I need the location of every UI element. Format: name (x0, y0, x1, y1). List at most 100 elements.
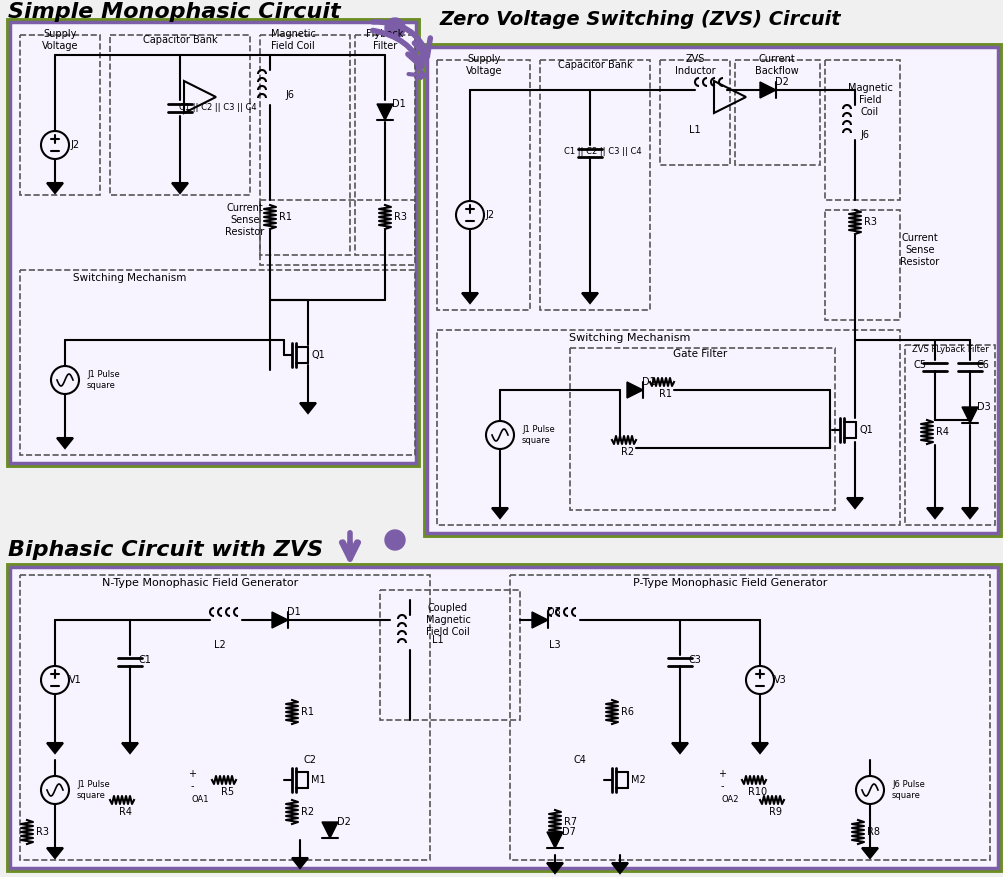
Text: +: + (188, 769, 196, 779)
Text: J1 Pulse
square: J1 Pulse square (87, 370, 119, 389)
Polygon shape (47, 743, 63, 753)
Text: R4: R4 (936, 427, 949, 437)
Polygon shape (862, 848, 878, 858)
Text: Q1: Q1 (311, 350, 325, 360)
Circle shape (384, 18, 404, 38)
Text: R1: R1 (301, 707, 314, 717)
Text: R3: R3 (394, 212, 407, 222)
Text: D7: D7 (562, 827, 576, 837)
Polygon shape (751, 743, 767, 753)
Text: R1: R1 (659, 389, 672, 399)
Text: C3: C3 (688, 655, 701, 665)
Text: Gate Filter: Gate Filter (672, 349, 726, 359)
Polygon shape (612, 863, 627, 873)
Polygon shape (10, 22, 415, 463)
Text: C1 || C2 || C3 || C4: C1 || C2 || C3 || C4 (179, 103, 257, 112)
Text: -: - (190, 781, 194, 791)
Text: N-Type Monophasic Field Generator: N-Type Monophasic Field Generator (101, 578, 298, 588)
Polygon shape (759, 82, 775, 98)
Text: Simple Monophasic Circuit: Simple Monophasic Circuit (8, 2, 340, 22)
Text: D2: D2 (337, 817, 351, 827)
Text: L2: L2 (214, 640, 226, 650)
Text: Magnetic
Field Coil: Magnetic Field Coil (270, 29, 315, 51)
Text: D2: D2 (774, 77, 788, 87)
Text: Current
Sense
Resistor: Current Sense Resistor (225, 203, 265, 237)
Text: R8: R8 (867, 827, 880, 837)
Polygon shape (582, 293, 598, 303)
Text: V3: V3 (773, 675, 785, 685)
Text: -: - (719, 781, 723, 791)
Text: C1 || C2 || C3 || C4: C1 || C2 || C3 || C4 (564, 147, 641, 156)
Polygon shape (847, 498, 863, 508)
Text: Current
Backflow: Current Backflow (754, 54, 798, 75)
Text: R2: R2 (621, 447, 634, 457)
Polygon shape (57, 438, 73, 448)
Text: J1 Pulse
square: J1 Pulse square (522, 425, 555, 445)
Polygon shape (376, 104, 392, 120)
Polygon shape (461, 293, 477, 303)
Text: C4: C4 (573, 755, 586, 765)
Text: OA1: OA1 (191, 795, 209, 804)
Text: Switching Mechanism: Switching Mechanism (569, 333, 690, 343)
Text: J6: J6 (285, 90, 294, 100)
Text: L1: L1 (688, 125, 700, 135)
Text: +: + (717, 769, 725, 779)
Text: R5: R5 (222, 787, 235, 797)
Polygon shape (532, 612, 548, 628)
Text: D1: D1 (642, 377, 655, 387)
Polygon shape (926, 508, 942, 518)
Polygon shape (547, 863, 563, 873)
Text: Capacitor Bank: Capacitor Bank (557, 60, 632, 70)
Polygon shape (671, 743, 687, 753)
Text: R3: R3 (36, 827, 49, 837)
Text: C5: C5 (913, 360, 926, 370)
Polygon shape (292, 858, 308, 868)
Polygon shape (47, 848, 63, 858)
Text: P-Type Monophasic Field Generator: P-Type Monophasic Field Generator (632, 578, 826, 588)
Polygon shape (300, 403, 316, 413)
Text: M1: M1 (310, 775, 325, 785)
Text: R10: R10 (747, 787, 767, 797)
Text: OA2: OA2 (720, 795, 738, 804)
Polygon shape (627, 382, 642, 398)
Text: D3: D3 (976, 402, 990, 412)
Polygon shape (10, 567, 997, 868)
Text: R6: R6 (621, 707, 634, 717)
Text: R2: R2 (301, 807, 314, 817)
Text: M2: M2 (630, 775, 645, 785)
Text: C6: C6 (976, 360, 988, 370)
Text: L3: L3 (549, 640, 561, 650)
Text: J1 Pulse
square: J1 Pulse square (77, 781, 109, 800)
Text: J6: J6 (860, 130, 869, 140)
Text: C2: C2 (303, 755, 316, 765)
Text: J2: J2 (70, 140, 79, 150)
Text: Q1: Q1 (859, 425, 872, 435)
Polygon shape (547, 832, 563, 848)
Text: C1: C1 (138, 655, 151, 665)
Text: Switching Mechanism: Switching Mechanism (73, 273, 187, 283)
Circle shape (384, 530, 404, 550)
Text: Biphasic Circuit with ZVS: Biphasic Circuit with ZVS (8, 540, 323, 560)
Text: ZVS FLyback Filter: ZVS FLyback Filter (911, 346, 987, 354)
Text: L1: L1 (431, 635, 443, 645)
Text: Capacitor Bank: Capacitor Bank (142, 35, 217, 45)
Text: J2: J2 (485, 210, 494, 220)
Text: R9: R9 (768, 807, 781, 817)
Text: V1: V1 (68, 675, 81, 685)
Text: J6 Pulse
square: J6 Pulse square (891, 781, 924, 800)
Text: D1: D1 (392, 99, 405, 109)
Polygon shape (272, 612, 288, 628)
Polygon shape (122, 743, 137, 753)
Polygon shape (47, 183, 63, 193)
Text: Coupled
Magnetic
Field Coil: Coupled Magnetic Field Coil (425, 603, 470, 637)
Text: Current
Sense
Resistor: Current Sense Resistor (900, 233, 939, 267)
Polygon shape (426, 47, 997, 533)
Text: Magnetic
Field
Coil: Magnetic Field Coil (847, 83, 892, 117)
Polygon shape (961, 407, 977, 423)
FancyArrowPatch shape (372, 22, 430, 56)
Text: D1: D1 (287, 607, 301, 617)
Polygon shape (322, 822, 338, 838)
Polygon shape (961, 508, 977, 518)
Text: D3: D3 (547, 607, 561, 617)
Text: R7: R7 (564, 817, 577, 827)
